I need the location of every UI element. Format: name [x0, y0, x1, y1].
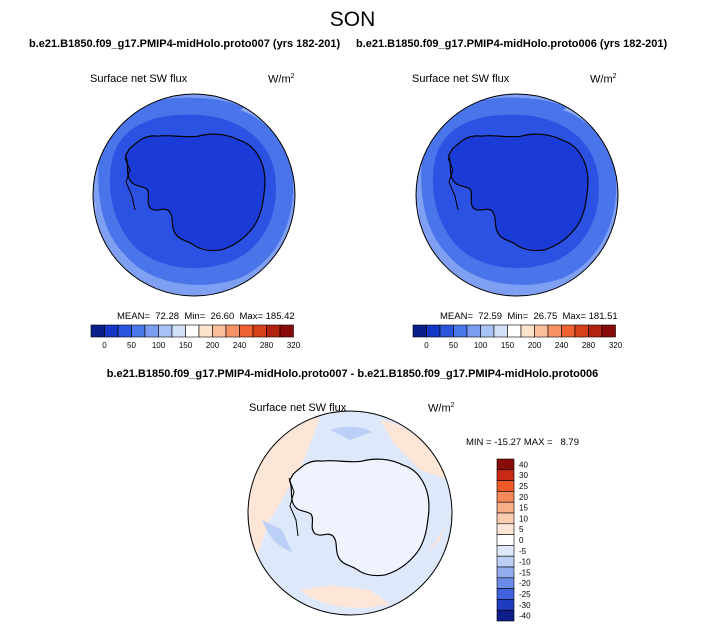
right-colorbar-tick-label: 280: [582, 341, 596, 350]
difference-colorbar-swatch-10: [496, 566, 515, 579]
difference-units-label: W/m2: [428, 402, 455, 415]
left-colorbar-swatch-6: [171, 324, 186, 338]
difference-colorbar-tick-label: 25: [519, 482, 528, 491]
left-colorbar-swatch-1: [104, 324, 119, 338]
right-panel-title: b.e21.B1850.f09_g17.PMIP4-midHolo.proto0…: [356, 38, 668, 50]
left-panel-title: b.e21.B1850.f09_g17.PMIP4-midHolo.proto0…: [29, 38, 341, 50]
difference-colorbar-swatch-5: [496, 512, 515, 525]
right-colorbar-tick-label: 150: [501, 341, 515, 350]
right-colorbar-swatch-7: [507, 324, 522, 338]
left-colorbar-tick-label: 0: [102, 341, 107, 350]
difference-colorbar-tick-label: -5: [519, 547, 527, 556]
right-colorbar-tick-label: 0: [424, 341, 429, 350]
left-colorbar-swatch-8: [198, 324, 213, 338]
difference-colorbar-swatch-1: [496, 469, 515, 481]
left-map-field: [93, 94, 295, 296]
left-colorbar-tick-label: 200: [206, 341, 220, 350]
right-colorbar-tick-label: 50: [449, 341, 458, 350]
right-colorbar-swatch-6: [493, 324, 508, 338]
left-colorbar-swatch-12: [252, 324, 267, 338]
left-colorbar-swatch-9: [212, 324, 227, 338]
left-colorbar-tick-label: 100: [152, 341, 166, 350]
difference-colorbar-swatch-6: [496, 523, 515, 535]
right-colorbar-swatch-12: [574, 324, 589, 338]
left-colorbar-swatch-7: [185, 324, 200, 338]
right-colorbar-tick-label: 320: [609, 341, 623, 350]
difference-colorbar-swatch-13: [496, 599, 515, 611]
difference-title: b.e21.B1850.f09_g17.PMIP4-midHolo.proto0…: [106, 368, 599, 380]
difference-colorbar-swatch-4: [496, 501, 515, 514]
season-title: SON: [329, 8, 376, 31]
left-colorbar-swatch-0: [90, 324, 105, 338]
right-colorbar-tick-label: 240: [555, 341, 569, 350]
right-colorbar-swatch-14: [601, 324, 616, 338]
right-colorbar-swatch-3: [453, 324, 468, 338]
right-colorbar-swatch-8: [520, 324, 535, 338]
left-colorbar-swatch-4: [144, 324, 159, 338]
difference-colorbar-tick-label: 30: [519, 471, 528, 480]
left-colorbar: 0 50 100 150 200 240 280 320: [90, 324, 301, 350]
difference-colorbar-tick-label: 20: [519, 493, 528, 502]
left-stats: MEAN= 72.28 Min= 26.60 Max= 185.42: [117, 311, 295, 322]
left-colorbar-tick-label: 240: [233, 341, 247, 350]
difference-colorbar-swatch-7: [496, 534, 515, 546]
difference-colorbar-swatch-0: [496, 458, 515, 471]
right-colorbar-swatch-1: [426, 324, 441, 338]
left-colorbar-swatch-14: [279, 324, 294, 338]
left-colorbar-swatch-5: [158, 324, 173, 338]
difference-colorbar-swatch-3: [496, 491, 515, 503]
difference-colorbar-swatch-9: [496, 555, 515, 568]
left-colorbar-tick-label: 150: [179, 341, 193, 350]
right-colorbar-swatch-2: [439, 324, 454, 338]
right-colorbar-swatch-0: [412, 324, 427, 338]
right-colorbar-tick-label: 100: [474, 341, 488, 350]
left-colorbar-swatch-3: [131, 324, 146, 338]
difference-colorbar-tick-label: -40: [519, 612, 531, 621]
right-variable-label: Surface net SW flux: [412, 73, 510, 85]
left-colorbar-tick-label: 50: [127, 341, 136, 350]
left-colorbar-swatch-2: [117, 324, 132, 338]
difference-colorbar-tick-label: 40: [519, 460, 528, 469]
left-units-label: W/m2: [268, 73, 295, 86]
right-colorbar-tick-label: 200: [528, 341, 542, 350]
difference-colorbar-tick-label: 10: [519, 514, 528, 523]
difference-colorbar-swatch-8: [496, 545, 515, 557]
difference-colorbar-tick-label: 5: [519, 525, 524, 534]
difference-colorbar-tick-label: 0: [519, 536, 524, 545]
left-colorbar-swatch-11: [239, 324, 254, 338]
difference-colorbar-swatch-11: [496, 577, 515, 589]
left-colorbar-swatch-10: [225, 324, 240, 338]
difference-colorbar-tick-label: -30: [519, 601, 531, 610]
right-units-label: W/m2: [590, 73, 617, 86]
left-colorbar-tick-label: 320: [287, 341, 301, 350]
difference-colorbar-tick-label: -10: [519, 558, 531, 567]
right-colorbar-swatch-10: [547, 324, 562, 338]
difference-stats: MIN = -15.27 MAX = 8.79: [466, 437, 579, 448]
right-colorbar: 0 50 100 150 200 240 280 320: [412, 324, 623, 350]
right-colorbar-swatch-4: [466, 324, 481, 338]
difference-variable-label: Surface net SW flux: [249, 402, 347, 414]
right-map-field: [416, 94, 618, 296]
right-colorbar-swatch-11: [561, 324, 576, 338]
right-colorbar-swatch-13: [588, 324, 603, 338]
difference-map-field: [248, 411, 452, 615]
difference-colorbar-tick-label: -25: [519, 590, 531, 599]
difference-colorbar-swatch-14: [496, 609, 515, 622]
left-variable-label: Surface net SW flux: [90, 73, 188, 85]
difference-colorbar-swatch-12: [496, 588, 515, 600]
left-colorbar-tick-label: 280: [260, 341, 274, 350]
right-colorbar-swatch-9: [534, 324, 549, 338]
right-colorbar-swatch-5: [480, 324, 495, 338]
difference-colorbar-tick-label: -20: [519, 579, 531, 588]
difference-colorbar-swatch-2: [496, 480, 515, 492]
difference-colorbar-tick-label: -15: [519, 568, 531, 577]
right-stats: MEAN= 72.59 Min= 26.75 Max= 181.51: [440, 311, 618, 322]
difference-colorbar-tick-label: 15: [519, 504, 528, 513]
left-colorbar-swatch-13: [266, 324, 281, 338]
